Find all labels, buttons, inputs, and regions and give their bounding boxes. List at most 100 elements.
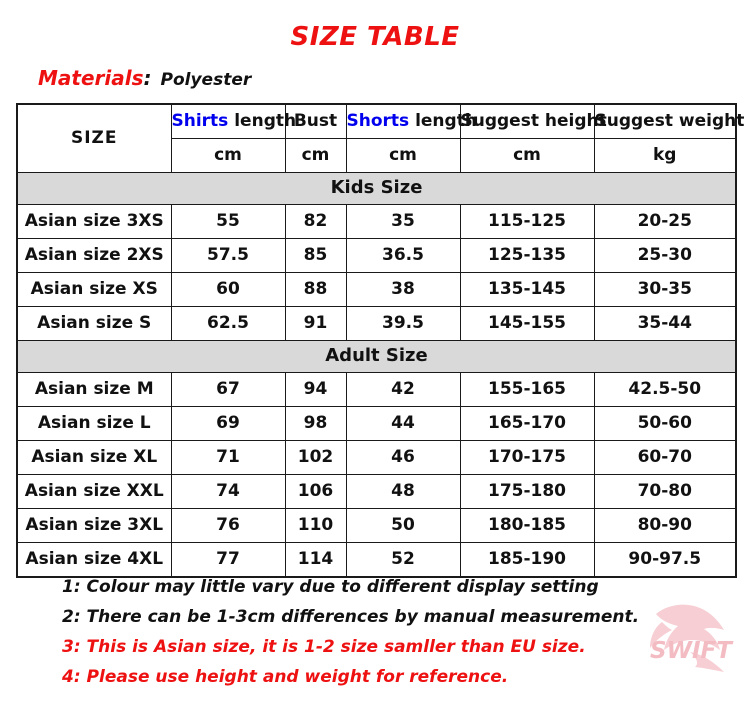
column-unit-bust: cm: [284, 138, 347, 173]
materials-colon: :: [143, 66, 152, 90]
table-row: Asian size XS 60 88 38 135-145 30-35: [16, 272, 737, 307]
cell-bust: 106: [284, 474, 347, 509]
column-header-keyword: Shorts: [346, 110, 410, 131]
cell-shirt: 60: [170, 272, 286, 307]
cell-bust: 98: [284, 406, 347, 441]
cell-size: Asian size M: [16, 372, 172, 407]
column-header-height: Suggest height: [459, 103, 607, 139]
table-row: Asian size 3XS 55 82 35 115-125 20-25: [16, 204, 737, 239]
cell-height: 185-190: [459, 542, 595, 578]
cell-shirt: 76: [170, 508, 286, 543]
cell-size: Asian size XL: [16, 440, 172, 475]
section-title: Kids Size: [16, 172, 737, 205]
cell-weight: 35-44: [593, 306, 737, 341]
column-unit-weight: kg: [593, 138, 737, 173]
section-header-row: Kids Size: [16, 172, 737, 205]
cell-height: 170-175: [459, 440, 595, 475]
cell-height: 180-185: [459, 508, 595, 543]
table-row: Asian size 2XS 57.5 85 36.5 125-135 25-30: [16, 238, 737, 273]
materials-value: Polyester: [160, 70, 252, 90]
column-header-short: Shorts length: [345, 103, 477, 139]
table-header-row: SIZE Shirts length Bust Shorts length Sugges…: [16, 103, 744, 173]
table-row: Asian size M 67 94 42 155-165 42.5-50: [16, 372, 737, 407]
materials-label: Materials: [38, 66, 144, 90]
cell-height: 175-180: [459, 474, 595, 509]
cell-short: 52: [345, 542, 461, 578]
table-row: Asian size XXL 74 106 48 175-180 70-80: [16, 474, 737, 509]
size-table: SIZE Shirts length Bust Shorts length Sugges…: [16, 103, 744, 578]
cell-short: 48: [345, 474, 461, 509]
cell-height: 145-155: [459, 306, 595, 341]
cell-height: 115-125: [459, 204, 595, 239]
note-item: 3: This is Asian size, it is 1-2 size sa…: [62, 637, 586, 657]
cell-bust: 85: [284, 238, 347, 273]
cell-bust: 82: [284, 204, 347, 239]
column-header-keyword: Shirts: [171, 110, 229, 131]
table-row: Asian size L 69 98 44 165-170 50-60: [16, 406, 737, 441]
note-item: 1: Colour may little vary due to differe…: [62, 577, 599, 597]
cell-shirt: 62.5: [170, 306, 286, 341]
cell-short: 39.5: [345, 306, 461, 341]
section-header-row: Adult Size: [16, 340, 737, 373]
cell-weight: 20-25: [593, 204, 737, 239]
column-header-shirt: Shirts length: [170, 103, 296, 139]
cell-weight: 90-97.5: [593, 542, 737, 578]
cell-height: 155-165: [459, 372, 595, 407]
table-row: Asian size S 62.5 91 39.5 145-155 35-44: [16, 306, 737, 341]
cell-weight: 42.5-50: [593, 372, 737, 407]
cell-shirt: 57.5: [170, 238, 286, 273]
column-header-bust: Bust: [284, 103, 347, 139]
cell-weight: 70-80: [593, 474, 737, 509]
cell-shirt: 71: [170, 440, 286, 475]
cell-size: Asian size 4XL: [16, 542, 172, 578]
column-unit-short: cm: [345, 138, 461, 173]
cell-size: Asian size 2XS: [16, 238, 172, 273]
cell-bust: 102: [284, 440, 347, 475]
cell-weight: 80-90: [593, 508, 737, 543]
note-item: 2: There can be 1-3cm differences by man…: [62, 607, 640, 627]
cell-shirt: 69: [170, 406, 286, 441]
cell-size: Asian size S: [16, 306, 172, 341]
note-item: 4: Please use height and weight for refe…: [62, 667, 509, 687]
notes-list: 1: Colour may little vary due to differe…: [0, 572, 750, 692]
table-units-row: cm cm cm cm kg: [17, 138, 737, 173]
cell-short: 42: [345, 372, 461, 407]
cell-short: 50: [345, 508, 461, 543]
column-unit-height: cm: [459, 138, 595, 173]
cell-height: 165-170: [459, 406, 595, 441]
cell-bust: 94: [284, 372, 347, 407]
cell-height: 125-135: [459, 238, 595, 273]
cell-short: 44: [345, 406, 461, 441]
cell-shirt: 77: [170, 542, 286, 578]
cell-shirt: 67: [170, 372, 286, 407]
section-title: Adult Size: [16, 340, 737, 373]
cell-weight: 50-60: [593, 406, 737, 441]
cell-size: Asian size XS: [16, 272, 172, 307]
column-unit-shirt: cm: [170, 138, 286, 173]
cell-bust: 110: [284, 508, 347, 543]
cell-size: Asian size L: [16, 406, 172, 441]
cell-weight: 30-35: [593, 272, 737, 307]
cell-bust: 91: [284, 306, 347, 341]
table-row: Asian size 4XL 77 114 52 185-190 90-97.5: [16, 542, 737, 578]
table-row: Asian size XL 71 102 46 170-175 60-70: [16, 440, 737, 475]
page-title: SIZE TABLE: [290, 22, 460, 52]
cell-short: 38: [345, 272, 461, 307]
cell-size: Asian size 3XL: [16, 508, 172, 543]
cell-bust: 88: [284, 272, 347, 307]
cell-shirt: 74: [170, 474, 286, 509]
cell-size: Asian size 3XS: [16, 204, 172, 239]
cell-shirt: 55: [170, 204, 286, 239]
column-header-rest: length: [228, 110, 297, 131]
cell-bust: 114: [284, 542, 347, 578]
cell-weight: 25-30: [593, 238, 737, 273]
table-row: Asian size 3XL 76 110 50 180-185 80-90: [16, 508, 737, 543]
cell-height: 135-145: [459, 272, 595, 307]
column-header-weight: Suggest weight: [593, 103, 744, 139]
cell-short: 36.5: [345, 238, 461, 273]
materials-line: Materials: Polyester: [38, 66, 251, 90]
cell-size: Asian size XXL: [16, 474, 172, 509]
cell-short: 35: [345, 204, 461, 239]
column-header-size: SIZE: [16, 103, 172, 173]
